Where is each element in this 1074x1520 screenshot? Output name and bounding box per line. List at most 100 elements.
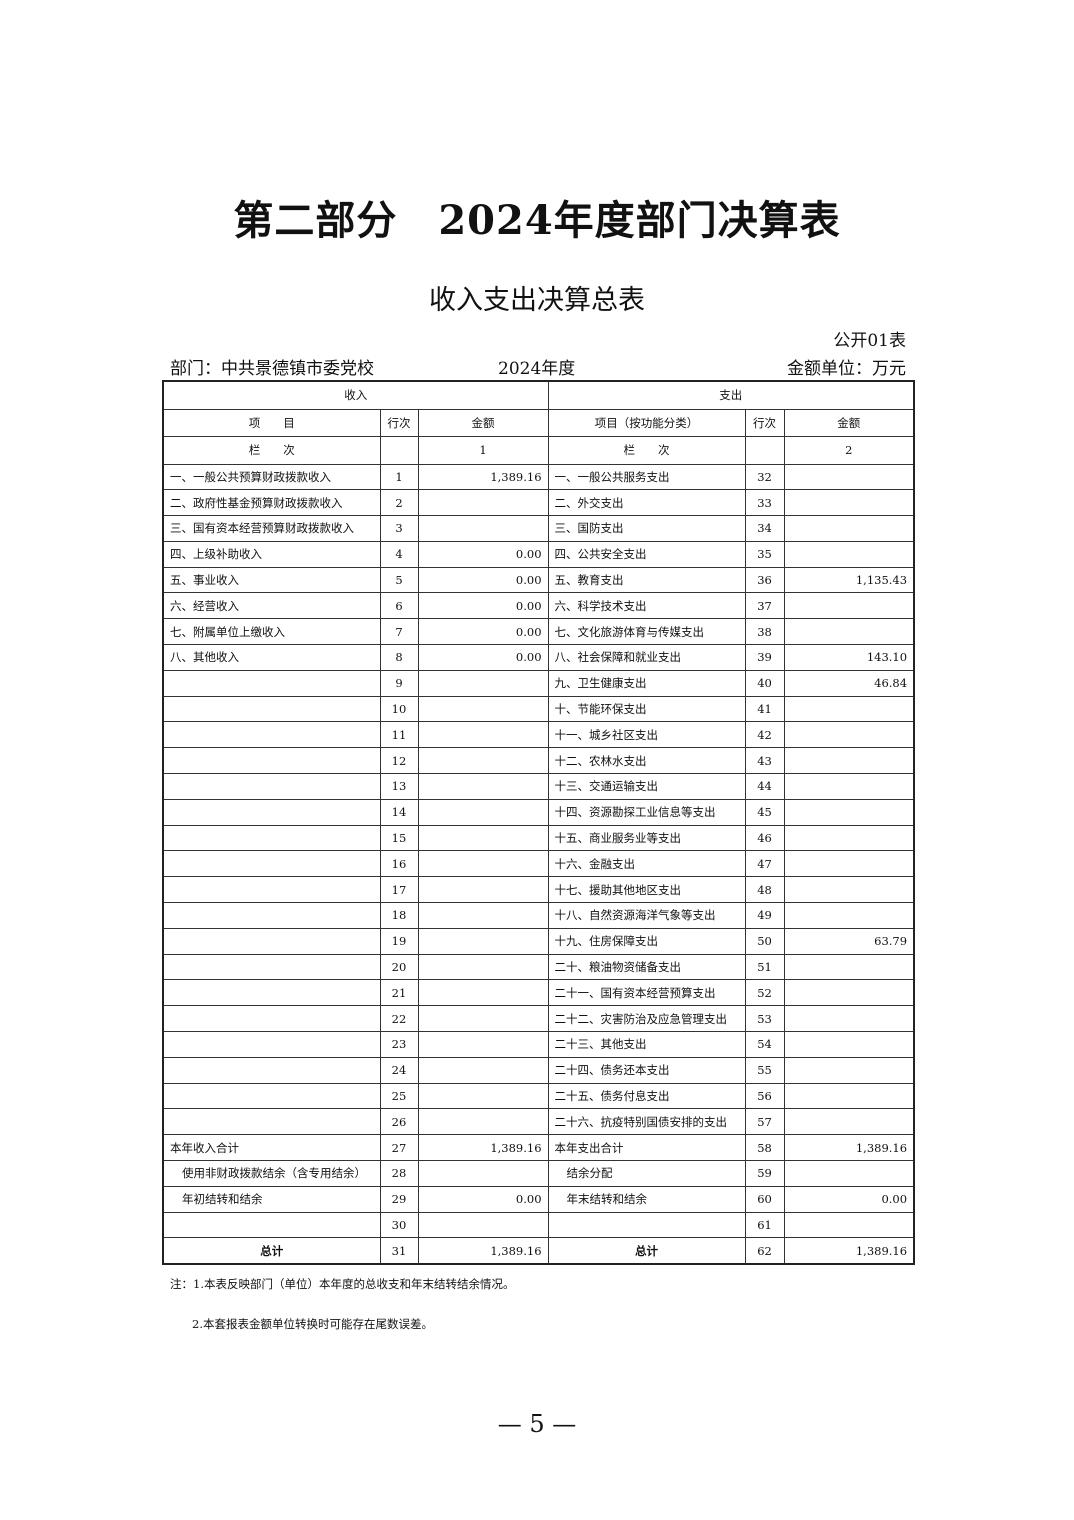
expense-item-cell: 九、卫生健康支出 bbox=[547, 669, 746, 697]
expense-item-cell: 六、科学技术支出 bbox=[547, 592, 746, 620]
income-amount-cell bbox=[417, 927, 549, 955]
expense-amount-cell bbox=[783, 592, 915, 620]
income-amount-header: 金额 bbox=[417, 408, 549, 437]
table-row: 12 十二、农林水支出 43 bbox=[162, 747, 915, 775]
income-row-no-cell: 27 bbox=[379, 1134, 419, 1162]
expense-item-cell: 一、一般公共服务支出 bbox=[547, 463, 746, 491]
expense-amount-cell bbox=[783, 773, 915, 800]
note-2: 2.本套报表金额单位转换时可能存在尾数误差。 bbox=[192, 1317, 433, 1331]
income-item-cell bbox=[162, 695, 381, 723]
expense-row-no-cell: 58 bbox=[744, 1134, 785, 1162]
income-rowno-header: 行次 bbox=[379, 408, 419, 437]
expense-item-cell bbox=[547, 1211, 746, 1239]
expense-header: 支出 bbox=[547, 380, 915, 410]
income-item-cell bbox=[162, 824, 381, 852]
income-row-no-cell: 21 bbox=[379, 979, 419, 1007]
table-row: 六、经营收入 6 0.00 六、科学技术支出 37 bbox=[162, 592, 915, 620]
expense-item-cell: 二十一、国有资本经营预算支出 bbox=[547, 979, 746, 1007]
expense-item-cell: 本年支出合计 bbox=[547, 1134, 746, 1162]
income-row-no-cell: 4 bbox=[379, 540, 419, 568]
expense-row-no-cell: 34 bbox=[744, 515, 785, 542]
income-amount-cell: 0.00 bbox=[417, 592, 549, 620]
expense-row-no-cell: 33 bbox=[744, 489, 785, 517]
expense-item-cell: 四、公共安全支出 bbox=[547, 540, 746, 568]
income-column-label: 栏 次 bbox=[162, 436, 381, 465]
income-amount-cell bbox=[417, 1211, 549, 1239]
expense-row-no-cell: 62 bbox=[744, 1237, 785, 1265]
income-row-no-cell: 31 bbox=[379, 1237, 419, 1265]
expense-amount-cell: 63.79 bbox=[783, 927, 915, 955]
expense-amount-cell: 1,135.43 bbox=[783, 566, 915, 594]
expense-item-header: 项目（按功能分类） bbox=[547, 408, 746, 437]
expense-row-no-cell: 42 bbox=[744, 721, 785, 749]
expense-item-cell: 二十六、抗疫特别国债安排的支出 bbox=[547, 1108, 746, 1136]
expense-item-cell: 二、外交支出 bbox=[547, 489, 746, 517]
income-row-no-cell: 30 bbox=[379, 1211, 419, 1239]
expense-amount-cell bbox=[783, 798, 915, 826]
expense-amount-cell: 1,389.16 bbox=[783, 1134, 915, 1162]
expense-amount-cell bbox=[783, 850, 915, 878]
notes: 注：1.本表反映部门（单位）本年度的总收支和年末结转结余情况。 2.本套报表金额… bbox=[170, 1276, 514, 1332]
expense-item-cell: 二十五、债务付息支出 bbox=[547, 1082, 746, 1110]
expense-item-cell: 十三、交通运输支出 bbox=[547, 773, 746, 800]
expense-amount-cell bbox=[783, 747, 915, 775]
income-header: 收入 bbox=[162, 380, 549, 410]
income-item-cell: 本年收入合计 bbox=[162, 1134, 381, 1162]
income-item-cell bbox=[162, 1211, 381, 1239]
expense-row-no-cell: 49 bbox=[744, 902, 785, 929]
table-row: 21 二十一、国有资本经营预算支出 52 bbox=[162, 979, 915, 1007]
income-row-no-cell: 24 bbox=[379, 1056, 419, 1084]
income-row-no-cell: 1 bbox=[379, 463, 419, 491]
income-row-no-cell: 22 bbox=[379, 1005, 419, 1033]
income-amount-cell bbox=[417, 489, 549, 517]
table-row: 使用非财政拨款结余（含专用结余） 28 结余分配 59 bbox=[162, 1160, 915, 1187]
expense-item-cell: 五、教育支出 bbox=[547, 566, 746, 594]
header-row-sections: 收入 支出 bbox=[162, 380, 915, 410]
expense-amount-cell bbox=[783, 1211, 915, 1239]
expense-amount-cell bbox=[783, 1082, 915, 1110]
income-item-cell bbox=[162, 721, 381, 749]
expense-amount-cell bbox=[783, 721, 915, 749]
expense-row-no-cell: 38 bbox=[744, 618, 785, 646]
expense-row-no-cell: 59 bbox=[744, 1160, 785, 1187]
expense-row-no-cell: 44 bbox=[744, 773, 785, 800]
income-row-no-cell: 10 bbox=[379, 695, 419, 723]
income-row-no-cell: 17 bbox=[379, 876, 419, 904]
expense-row-no-cell: 52 bbox=[744, 979, 785, 1007]
expense-row-no-cell: 51 bbox=[744, 953, 785, 981]
income-row-no-cell: 2 bbox=[379, 489, 419, 517]
income-item-cell bbox=[162, 979, 381, 1007]
income-row-no-cell: 11 bbox=[379, 721, 419, 749]
income-item-cell: 五、事业收入 bbox=[162, 566, 381, 594]
table-row: 年初结转和结余 29 0.00 年末结转和结余 60 0.00 bbox=[162, 1185, 915, 1213]
expense-item-cell: 十二、农林水支出 bbox=[547, 747, 746, 775]
income-amount-cell bbox=[417, 515, 549, 542]
table-row: 20 二十、粮油物资储备支出 51 bbox=[162, 953, 915, 981]
expense-amount-header: 金额 bbox=[783, 408, 915, 437]
expense-item-cell: 十六、金融支出 bbox=[547, 850, 746, 878]
expense-item-cell: 二十、粮油物资储备支出 bbox=[547, 953, 746, 981]
income-item-cell bbox=[162, 669, 381, 697]
header-row-columns: 项 目 行次 金额 项目（按功能分类） 行次 金额 bbox=[162, 408, 915, 437]
table-row: 24 二十四、债务还本支出 55 bbox=[162, 1056, 915, 1084]
income-amount-cell bbox=[417, 669, 549, 697]
income-amount-cell bbox=[417, 1031, 549, 1058]
table-row: 三、国有资本经营预算财政拨款收入 3 三、国防支出 34 bbox=[162, 515, 915, 542]
income-amount-cell bbox=[417, 695, 549, 723]
expense-amount-cell bbox=[783, 902, 915, 929]
income-item-cell bbox=[162, 1056, 381, 1084]
income-item-cell bbox=[162, 1082, 381, 1110]
expense-row-no-cell: 48 bbox=[744, 876, 785, 904]
income-amount-cell bbox=[417, 1056, 549, 1084]
income-item-cell bbox=[162, 953, 381, 981]
expense-item-cell: 总计 bbox=[547, 1237, 746, 1265]
income-item-cell bbox=[162, 773, 381, 800]
expense-item-cell: 二十三、其他支出 bbox=[547, 1031, 746, 1058]
income-item-cell bbox=[162, 927, 381, 955]
table-row: 总计 31 1,389.16 总计 62 1,389.16 bbox=[162, 1237, 915, 1265]
expense-item-cell: 三、国防支出 bbox=[547, 515, 746, 542]
expense-amount-cell bbox=[783, 515, 915, 542]
expense-amount-cell bbox=[783, 979, 915, 1007]
income-item-cell: 二、政府性基金预算财政拨款收入 bbox=[162, 489, 381, 517]
income-item-cell bbox=[162, 902, 381, 929]
